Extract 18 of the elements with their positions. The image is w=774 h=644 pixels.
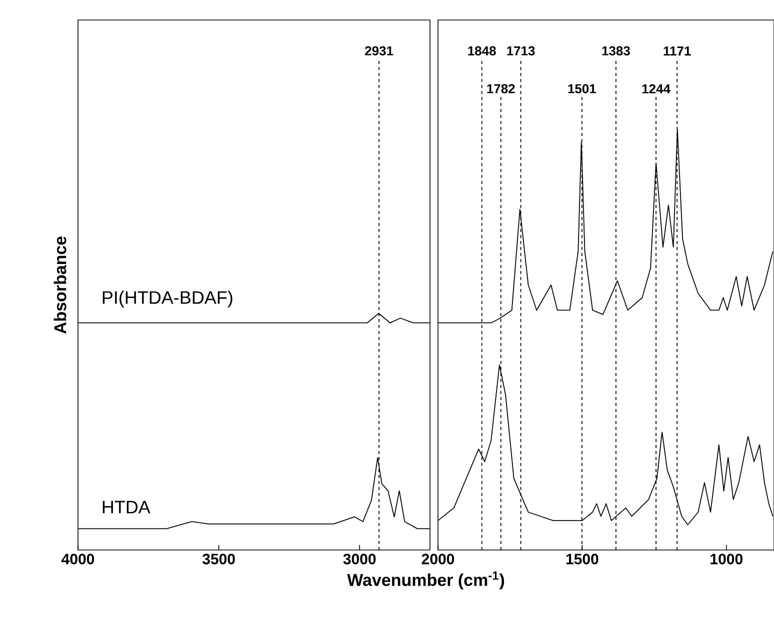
series-label: PI(HTDA-BDAF) [102,290,232,308]
x-axis-title: Wavenumber (cm$^{-1}$) [347,571,504,590]
x-tick-label: 2000 [422,554,454,564]
ref-line-label: 1782 [487,84,515,94]
ref-line-label: 1244 [642,84,670,94]
ref-line-label: 1171 [664,46,691,56]
ref-line-label: 1501 [568,84,596,94]
x-tick-label: 3000 [343,554,376,564]
ref-line-label: 1383 [602,46,630,56]
ref-line-label: 2931 [365,46,394,56]
ref-line-label: 1848 [468,46,496,56]
y-axis-title: Absorbance [54,236,66,334]
x-tick-label: 1500 [566,554,598,564]
x-tick-label: 4000 [62,554,94,564]
ref-line-label: 1713 [507,46,535,56]
x-tick-label: 1000 [710,554,742,564]
x-tick-label: 3500 [202,554,235,564]
series-label: HTDA [102,500,150,514]
